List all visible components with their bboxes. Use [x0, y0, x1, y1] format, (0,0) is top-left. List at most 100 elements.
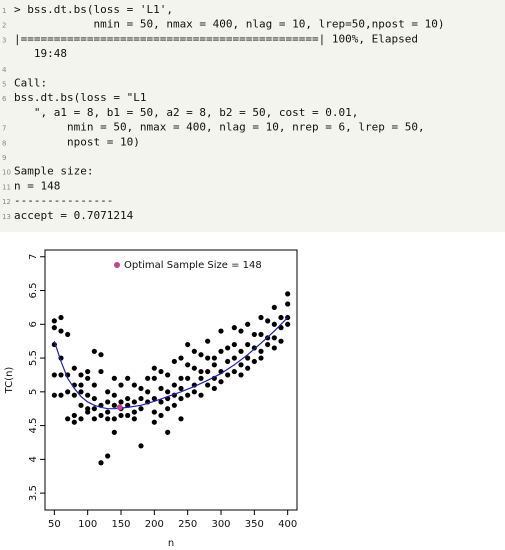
line-number: 5 — [2, 81, 6, 89]
point — [191, 348, 197, 354]
point — [71, 392, 77, 398]
point — [145, 375, 151, 381]
point — [231, 355, 237, 361]
point — [218, 348, 224, 354]
point — [205, 338, 211, 344]
point — [91, 348, 97, 354]
point — [125, 412, 131, 419]
point — [98, 352, 104, 358]
point — [198, 352, 204, 358]
y-tick-label: 5 — [28, 389, 39, 395]
point — [125, 375, 131, 381]
point — [118, 399, 124, 405]
point — [151, 409, 157, 415]
point — [138, 443, 144, 449]
code-line: 19:48 — [14, 47, 67, 60]
point — [51, 392, 57, 398]
point — [165, 429, 171, 435]
point — [258, 348, 264, 354]
y-tick-label: 6 — [28, 321, 39, 327]
point — [245, 365, 251, 371]
point — [91, 406, 97, 412]
code-line: Call: — [14, 77, 47, 90]
point — [238, 348, 244, 354]
optimal-point — [116, 404, 123, 411]
point — [185, 392, 191, 398]
point — [191, 389, 197, 395]
point — [91, 416, 97, 422]
fit-curve — [53, 317, 289, 410]
point — [71, 419, 77, 425]
point — [151, 365, 157, 371]
point — [198, 375, 204, 381]
plot-frame — [44, 249, 298, 511]
point — [258, 331, 264, 338]
y-tick-label: 7 — [28, 254, 39, 260]
point — [151, 375, 157, 381]
point — [211, 355, 217, 361]
point — [271, 345, 277, 351]
point — [265, 341, 271, 348]
point — [65, 331, 71, 338]
point — [85, 392, 91, 398]
point — [211, 385, 217, 392]
point — [58, 372, 64, 378]
point — [91, 382, 97, 388]
y-tick-label: 4.5 — [28, 418, 39, 434]
point — [131, 382, 137, 388]
point — [51, 372, 57, 378]
x-tick-label: 50 — [48, 519, 61, 530]
line-number: 12 — [2, 198, 11, 206]
point — [165, 389, 171, 395]
line-number: 3 — [2, 36, 6, 44]
point — [205, 382, 211, 388]
point — [245, 341, 251, 348]
point — [105, 416, 111, 422]
point — [158, 399, 164, 405]
code-line: --------------- — [14, 194, 113, 207]
point — [85, 409, 91, 415]
point — [245, 355, 251, 361]
point — [118, 382, 124, 388]
point — [85, 368, 91, 375]
point — [138, 406, 144, 412]
point — [145, 389, 151, 395]
point — [185, 375, 191, 381]
y-axis-label: TC(n) — [4, 367, 15, 395]
point — [171, 402, 177, 408]
code-line: |=======================================… — [14, 32, 418, 45]
code-line: nmin = 50, nmax = 400, nlag = 10, nrep =… — [14, 121, 425, 134]
y-tick-label: 5.5 — [28, 350, 39, 366]
line-number: 2 — [2, 22, 6, 30]
point — [211, 362, 217, 368]
y-tick-label: 3.5 — [28, 485, 39, 501]
point — [218, 328, 224, 334]
point — [118, 412, 124, 419]
point — [105, 389, 111, 395]
x-tick-label: 150 — [111, 519, 130, 530]
point — [271, 335, 277, 341]
y-tick-label: 6.5 — [28, 283, 39, 299]
code-line: accept = 0.7071214 — [14, 209, 134, 222]
code-line: ", a1 = 8, b1 = 50, a2 = 8, b2 = 50, cos… — [14, 106, 358, 119]
point — [265, 318, 271, 324]
legend-label: Optimal Sample Size = 148 — [124, 260, 262, 271]
point — [111, 375, 117, 381]
point — [178, 375, 184, 381]
point — [71, 365, 77, 371]
code-line: n = 148 — [14, 179, 60, 192]
point — [238, 362, 244, 368]
point — [251, 345, 257, 351]
line-number: 9 — [2, 154, 6, 162]
point — [58, 314, 64, 321]
point — [51, 318, 57, 324]
line-number: 1 — [2, 7, 6, 15]
point — [138, 385, 144, 392]
code-line: Sample size: — [14, 165, 93, 178]
point — [278, 314, 284, 321]
point — [111, 402, 117, 408]
point — [111, 392, 117, 398]
point — [85, 375, 91, 381]
point — [245, 321, 251, 327]
point — [225, 372, 231, 378]
